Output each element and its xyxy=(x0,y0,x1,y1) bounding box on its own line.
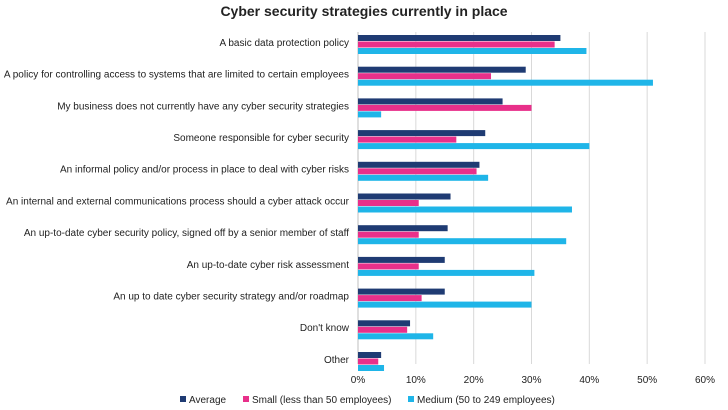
category-label: An informal policy and/or process in pla… xyxy=(60,165,349,176)
category-label: My business does not currently have any … xyxy=(57,101,349,112)
legend-swatch xyxy=(408,396,414,402)
bar-medium xyxy=(358,301,532,308)
grid-lines xyxy=(357,32,706,364)
category-label: A basic data protection policy xyxy=(219,38,349,49)
x-tick-label: 0% xyxy=(351,375,366,386)
bar-average xyxy=(358,288,445,295)
bar-average xyxy=(358,225,448,232)
legend-swatch xyxy=(180,396,186,402)
bar-medium xyxy=(358,238,567,245)
bar-small xyxy=(358,168,477,175)
chart-title: Cyber security strategies currently in p… xyxy=(220,3,507,19)
bar-small xyxy=(358,136,457,143)
x-tick-label: 60% xyxy=(695,375,715,386)
bar-small xyxy=(358,326,408,333)
bars xyxy=(358,35,653,371)
bar-small xyxy=(358,41,555,48)
bar-average xyxy=(358,161,480,168)
category-label: Someone responsible for cyber security xyxy=(173,133,349,144)
bar-medium xyxy=(358,143,590,150)
x-tick-label: 20% xyxy=(464,375,484,386)
bar-average xyxy=(358,66,526,73)
legend-swatch xyxy=(243,396,249,402)
bar-small xyxy=(358,295,422,302)
legend-label: Medium (50 to 249 employees) xyxy=(417,395,555,406)
x-tick-label: 30% xyxy=(521,375,541,386)
bar-average xyxy=(358,256,445,263)
category-label: An up to date cyber security strategy an… xyxy=(113,291,349,302)
legend: Average Small (less than 50 employees) Med… xyxy=(180,395,555,406)
bar-medium xyxy=(358,333,434,340)
bar-medium xyxy=(358,48,587,54)
bar-average xyxy=(358,98,503,105)
bar-average xyxy=(358,130,486,137)
bar-average xyxy=(358,193,451,200)
bar-average xyxy=(358,35,561,41)
bar-average xyxy=(358,320,411,327)
bar-small xyxy=(358,200,419,206)
category-label: A policy for controlling access to syste… xyxy=(4,70,349,81)
bar-small xyxy=(358,358,379,365)
bar-medium xyxy=(358,365,385,371)
legend-label: Small (less than 50 employees) xyxy=(252,395,392,406)
category-label: An internal and external communications … xyxy=(6,196,350,207)
category-label: An up-to-date cyber security policy, sig… xyxy=(24,228,349,239)
bar-medium xyxy=(358,174,489,181)
bar-medium xyxy=(358,206,572,213)
x-tick-label: 10% xyxy=(406,375,426,386)
category-label: Other xyxy=(324,355,350,366)
x-tick-label: 50% xyxy=(637,375,657,386)
x-axis-tick-labels: 0% 10% 20% 30% 40% 50% 60% xyxy=(351,375,715,386)
category-label: Don't know xyxy=(300,323,350,334)
bar-average xyxy=(358,352,382,358)
bar-small xyxy=(358,73,492,80)
category-label: An up-to-date cyber risk assessment xyxy=(187,260,350,271)
bar-medium xyxy=(358,269,535,276)
bar-medium xyxy=(358,111,382,118)
bar-small xyxy=(358,104,532,111)
bar-small xyxy=(358,231,419,238)
legend-label: Average xyxy=(189,395,227,406)
x-tick-label: 40% xyxy=(579,375,599,386)
category-labels: A basic data protection policy A policy f… xyxy=(4,38,350,366)
bar-medium xyxy=(358,79,653,86)
bar-small xyxy=(358,263,419,270)
